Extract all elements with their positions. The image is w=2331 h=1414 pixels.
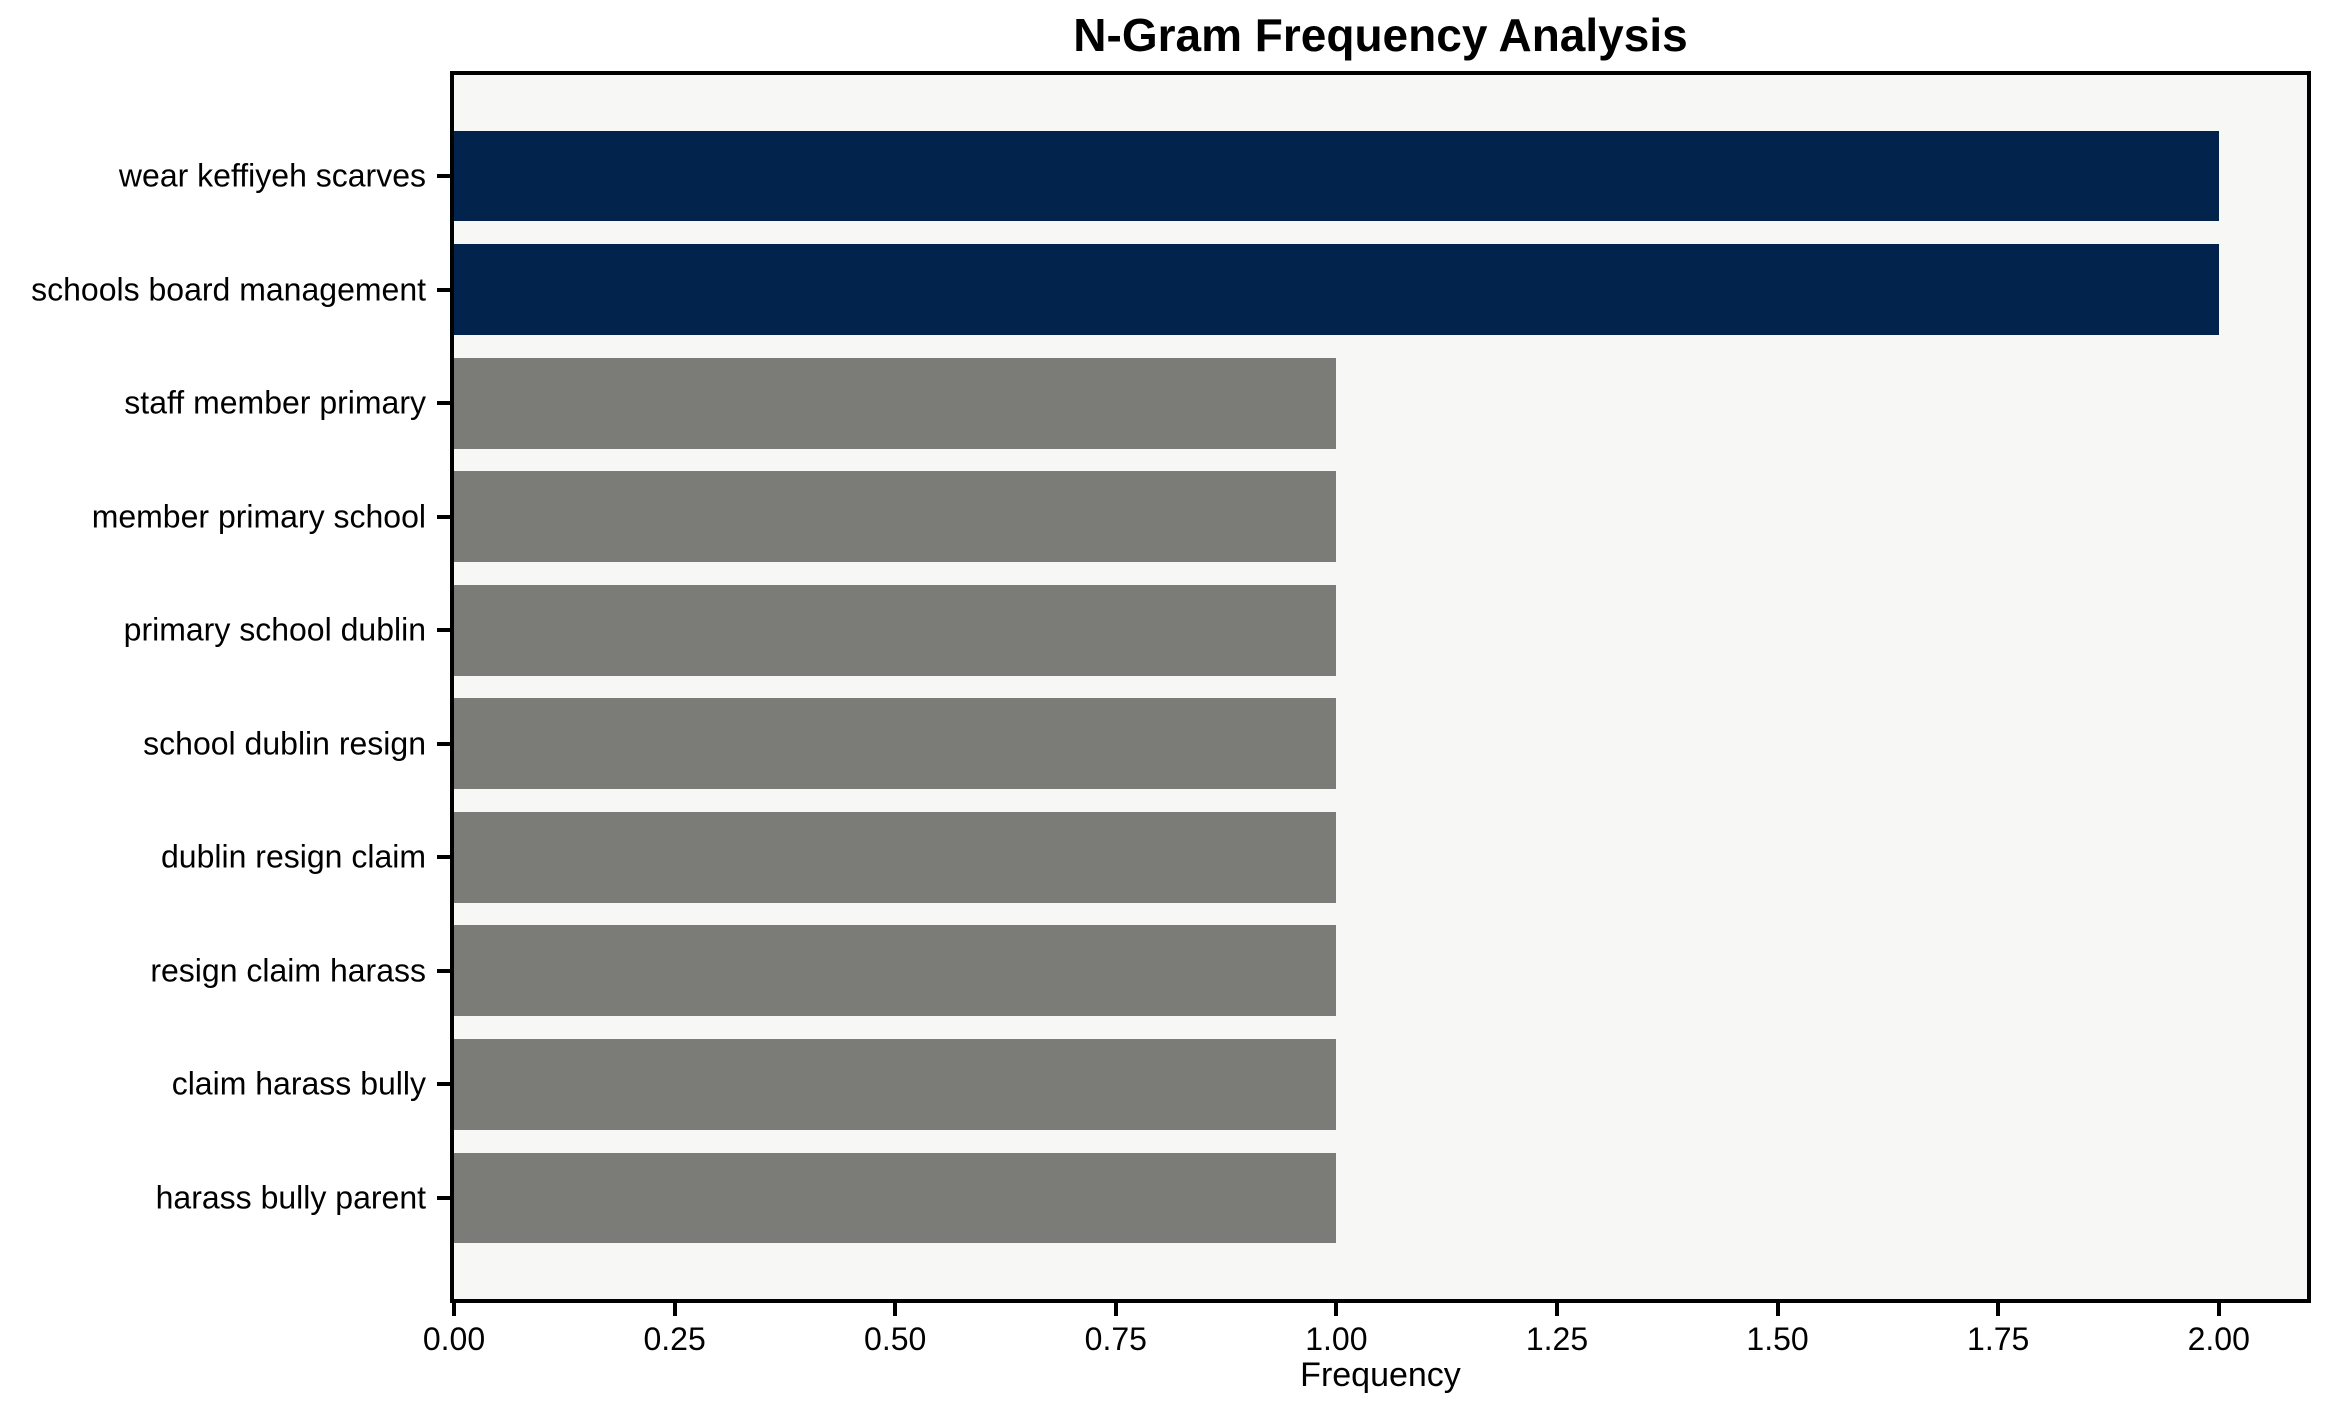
x-tick-mark [1996,1303,2001,1316]
y-tick-mark [437,174,450,179]
y-tick-mark [437,514,450,519]
x-tick-label: 1.00 [1305,1321,1368,1357]
y-tick-label: primary school dublin [123,611,426,648]
x-tick-mark [1334,1303,1339,1316]
x-tick-label: 1.25 [1525,1321,1589,1357]
y-tick-mark [437,287,450,292]
x-tick-mark [1113,1303,1118,1316]
x-tick-mark [1554,1303,1559,1316]
x-tick-label: 0.00 [422,1321,486,1357]
y-tick-mark [437,1195,450,1200]
bar [454,130,2219,222]
bar [454,471,1337,563]
x-tick-label: 0.25 [643,1321,706,1357]
y-tick-label: wear keffiyeh scarves [118,157,426,194]
bar [454,357,1337,449]
y-tick-label: school dublin resign [143,725,426,762]
y-tick-mark [437,1082,450,1087]
bar [454,925,1337,1017]
x-axis-label: Frequency [1300,1356,1461,1394]
y-tick-label: resign claim harass [150,952,426,989]
y-axis: wear keffiyeh scarves schools board manag… [0,75,450,1299]
x-tick-mark [2216,1303,2221,1316]
y-tick-mark [437,741,450,746]
x-tick-label: 1.75 [1967,1321,2030,1357]
y-tick-mark [437,401,450,406]
bar [454,244,2219,335]
plot-area [450,71,2311,1303]
y-tick-label: staff member primary [124,384,426,421]
x-tick-mark [672,1303,677,1316]
x-tick-mark [452,1303,456,1316]
x-tick-mark [893,1303,898,1316]
y-tick-label: schools board management [31,271,426,307]
x-tick-mark [1775,1303,1780,1316]
bar [454,811,1337,903]
bar [454,1038,1337,1130]
y-tick-mark [437,628,450,633]
x-axis: 0.00 0.25 0.50 0.75 1.00 1.25 1.50 1.75 2.00 [423,1303,2307,1403]
y-tick-label: harass bully parent [155,1179,426,1216]
bar [454,698,1337,790]
x-tick-label: 0.75 [1084,1321,1147,1357]
bar [454,584,1337,676]
y-tick-label: member primary school [91,498,426,535]
y-tick-mark [437,855,450,860]
y-tick-label: dublin resign claim [160,838,426,875]
chart-title: N-Gram Frequency Analysis [1073,9,1688,61]
x-tick-label: 1.50 [1746,1321,1809,1357]
x-tick-label: 2.00 [2187,1321,2250,1357]
y-tick-label: claim harass bully [171,1065,426,1102]
bar [454,1152,1337,1244]
x-tick-label: 0.50 [864,1321,927,1357]
y-tick-mark [437,968,450,973]
